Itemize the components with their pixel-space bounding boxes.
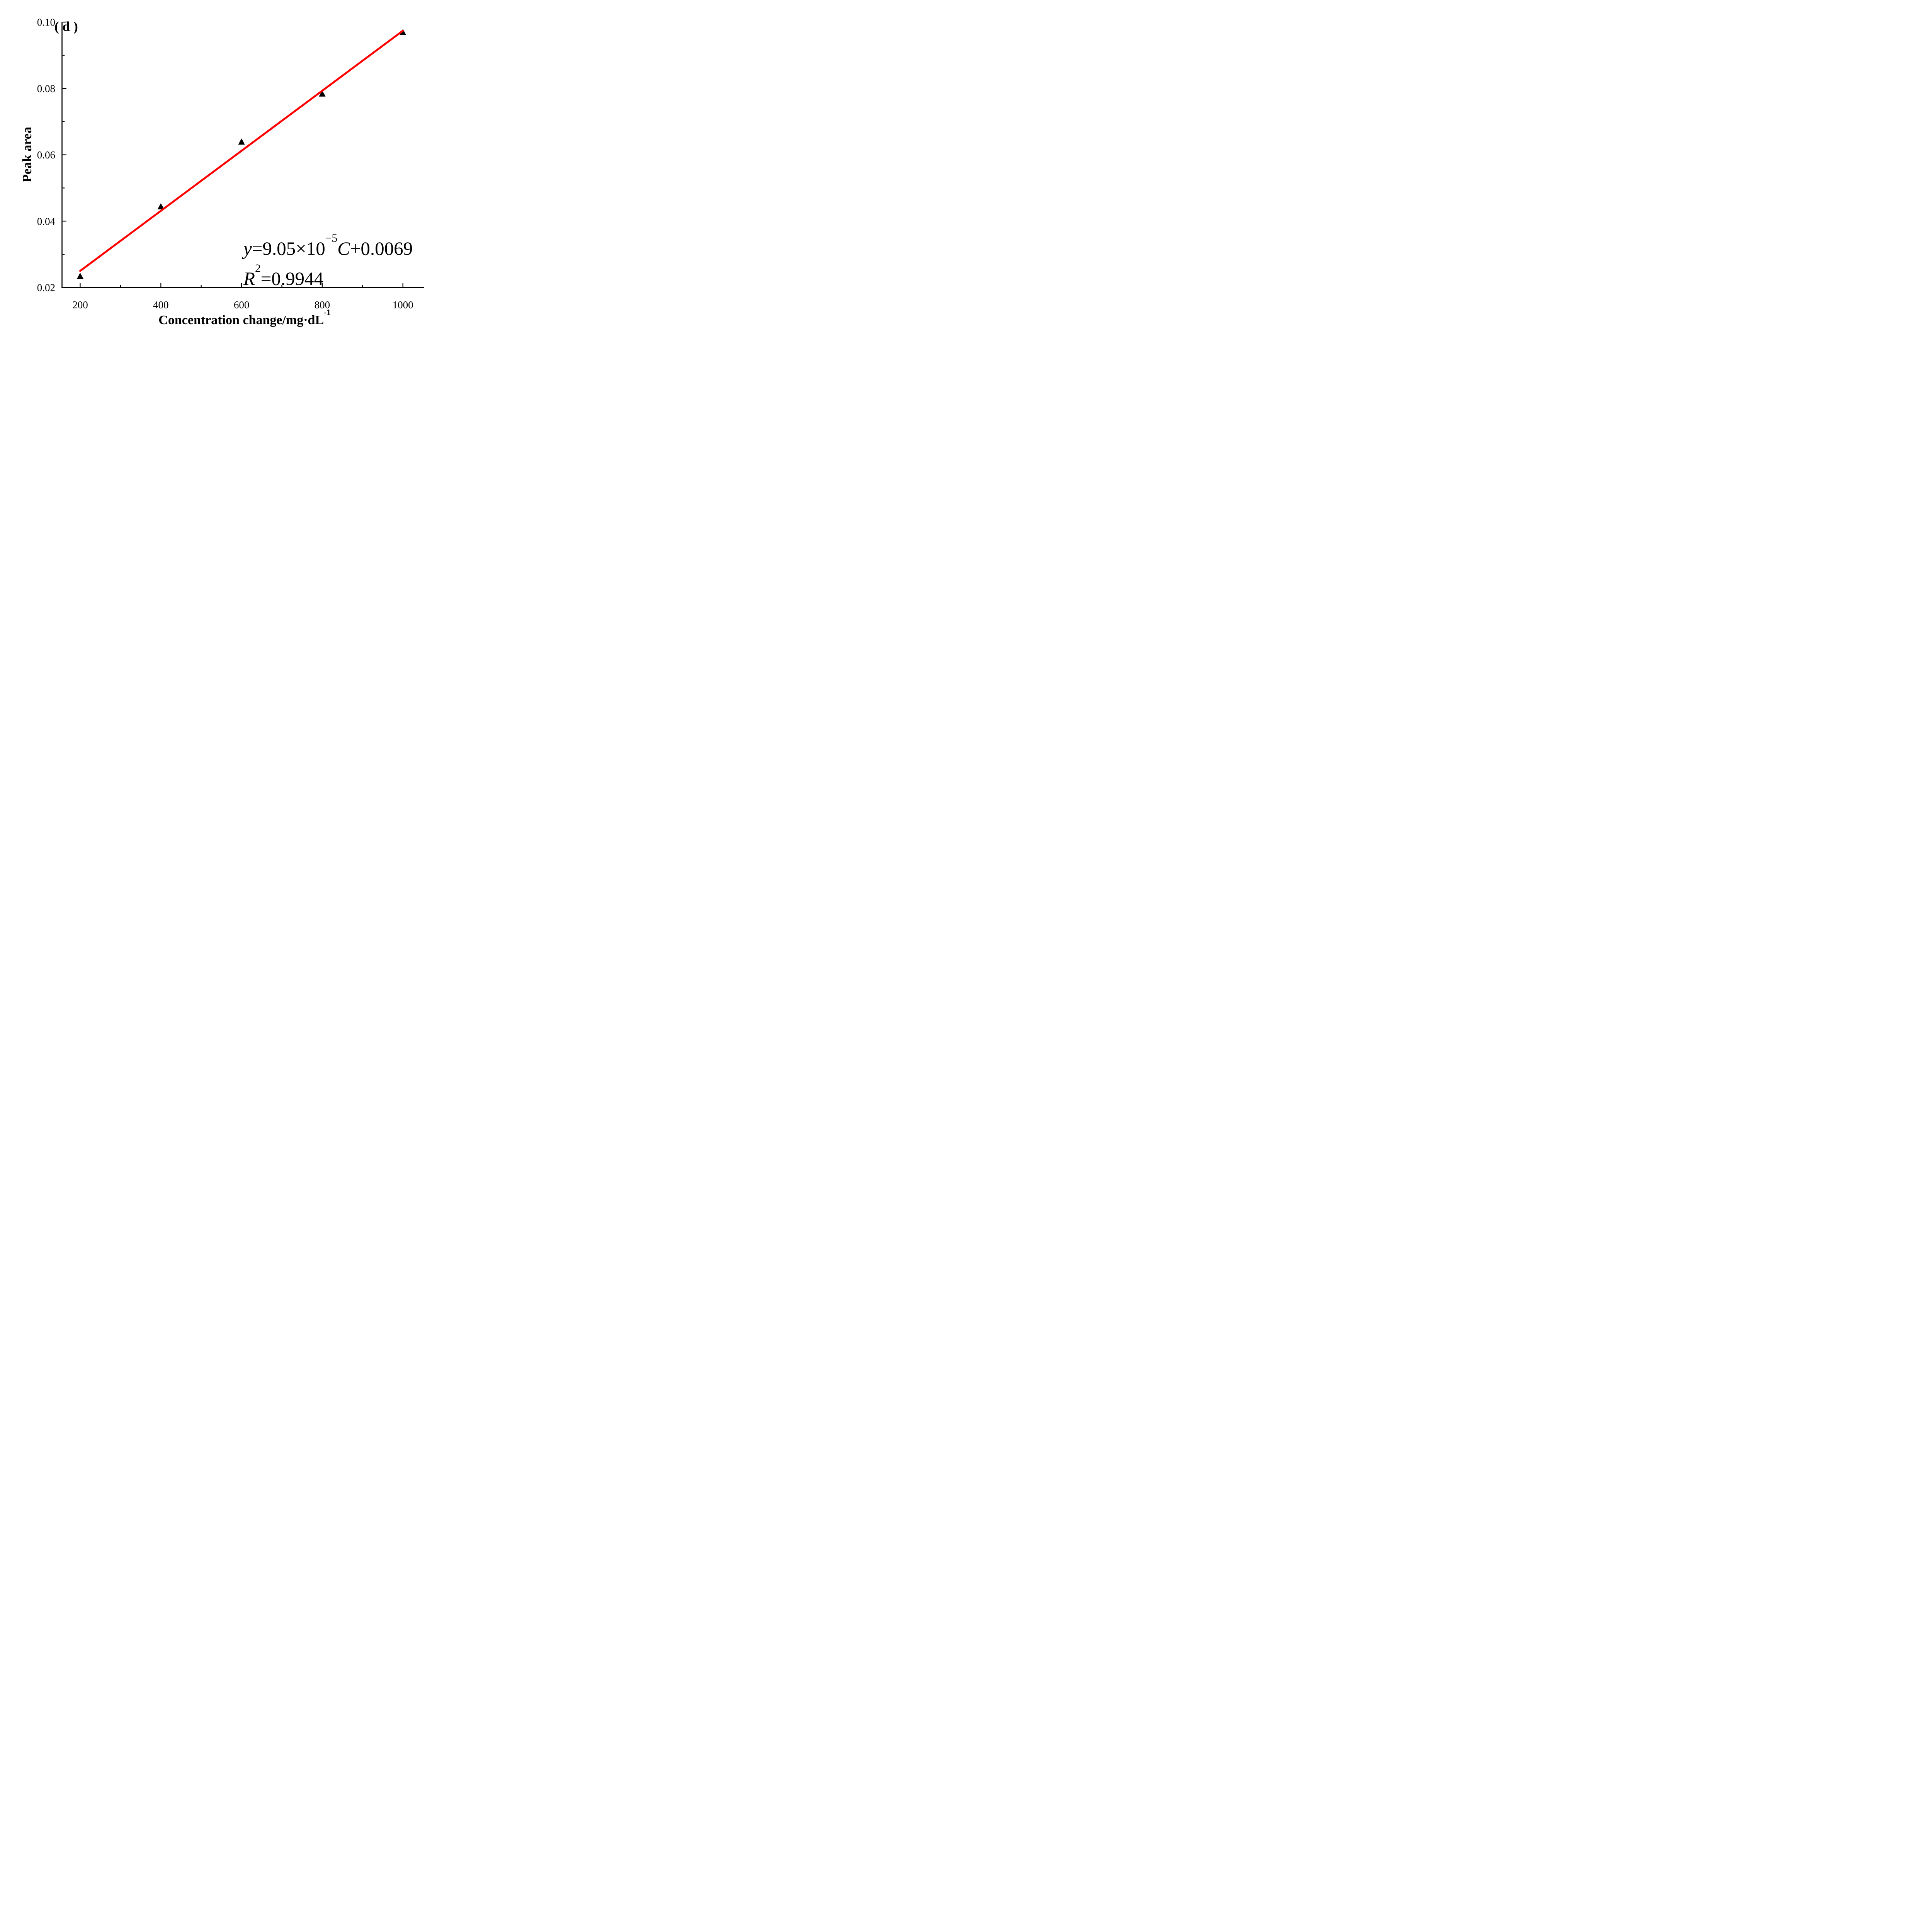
y-tick-label: 0.02 — [37, 282, 55, 294]
fit-equation: y=9.05×10−5C+0.0069 R2=0.9944 — [243, 231, 413, 292]
chart-plot-area: 200 400 600 800 1000 0.02 0.04 0.06 0.08 0.10 — [37, 17, 424, 311]
x-tick-label: 200 — [72, 299, 88, 311]
equation-r2-value: =0.9944 — [260, 268, 324, 289]
fit-line — [79, 30, 404, 272]
equation-R-symbol: R — [243, 268, 255, 289]
y-tick-label: 0.06 — [37, 149, 55, 161]
y-tick-label: 0.04 — [37, 216, 56, 227]
x-tick-label: 1000 — [393, 299, 413, 311]
equation-R-exponent: 2 — [255, 262, 261, 275]
equation-intercept-part: +0.0069 — [350, 238, 413, 259]
x-tick-label: 600 — [234, 299, 250, 311]
data-point-marker — [77, 272, 84, 279]
equation-slope-part: =9.05×10 — [252, 238, 325, 259]
equation-y-symbol: y — [243, 238, 252, 259]
fit-equation-line1: y=9.05×10−5C+0.0069 — [243, 231, 413, 262]
data-point-marker — [157, 203, 164, 209]
data-point-marker — [238, 138, 245, 145]
data-point-marker — [319, 90, 326, 97]
y-tick-label: 0.10 — [37, 17, 55, 28]
panel-label: (d) — [54, 19, 82, 34]
equation-exponent: −5 — [325, 232, 338, 245]
x-axis-title-superscript: -1 — [324, 308, 331, 317]
data-point-marker — [399, 29, 406, 36]
y-tick-label: 0.08 — [37, 83, 55, 94]
equation-C-symbol: C — [337, 238, 350, 259]
y-axis-title: Peak area — [20, 127, 34, 182]
x-tick-label: 400 — [153, 299, 169, 311]
x-tick-label: 800 — [315, 299, 330, 311]
x-axis-title-text: Concentration change/mg·dL — [158, 313, 324, 328]
figure-canvas: 200 400 600 800 1000 0.02 0.04 0.06 0.08 0.10 (d)… — [0, 0, 445, 340]
x-axis-title: Concentration change/mg·dL-1 — [158, 308, 330, 328]
fit-equation-line2: R2=0.9944 — [243, 262, 413, 292]
